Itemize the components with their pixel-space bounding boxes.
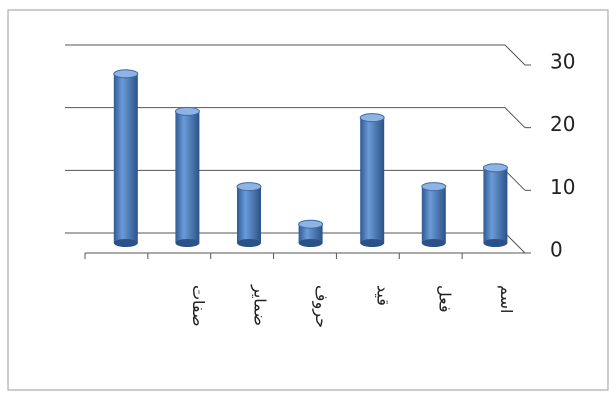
x-tick-label: اسم [497,285,516,314]
y-tick-label: 30 [550,50,575,74]
bar-body [237,186,261,243]
grid-line [65,44,526,66]
x-tick-label: ضمایر [250,284,270,326]
chart-frame [7,9,609,391]
bar-base [298,239,323,247]
bar-base [113,239,138,247]
bar-base [360,239,385,247]
bar-top [174,106,200,116]
bar [359,113,385,247]
bar [113,69,139,247]
bar-base [483,239,508,247]
bar-body [483,167,508,243]
grid-line [65,107,526,129]
x-tick-label: فعل [435,285,454,312]
bar-top [113,69,139,79]
bar [421,182,447,247]
bar [174,106,200,247]
bar-body [360,117,385,243]
y-tick-label: 10 [550,175,575,199]
x-tick-label: صفات [189,285,208,327]
bar-base [237,239,261,247]
y-tick-label: 0 [550,238,563,262]
bar-body [113,73,138,243]
y-tick-label: 20 [550,112,575,136]
bar-top [236,182,262,192]
bar-base [421,239,446,247]
bar [236,182,262,247]
bar-top [359,113,385,123]
bar-base [175,239,200,247]
x-tick-label: قید [374,285,393,306]
x-tick-label: حروف [311,285,331,328]
bar-body [421,186,446,243]
bar-top [421,182,447,192]
bar [298,219,324,247]
bar [482,163,508,247]
bar-body [175,111,200,244]
bar-top [482,163,508,173]
bar-body [298,224,323,243]
bar-top [298,219,324,229]
